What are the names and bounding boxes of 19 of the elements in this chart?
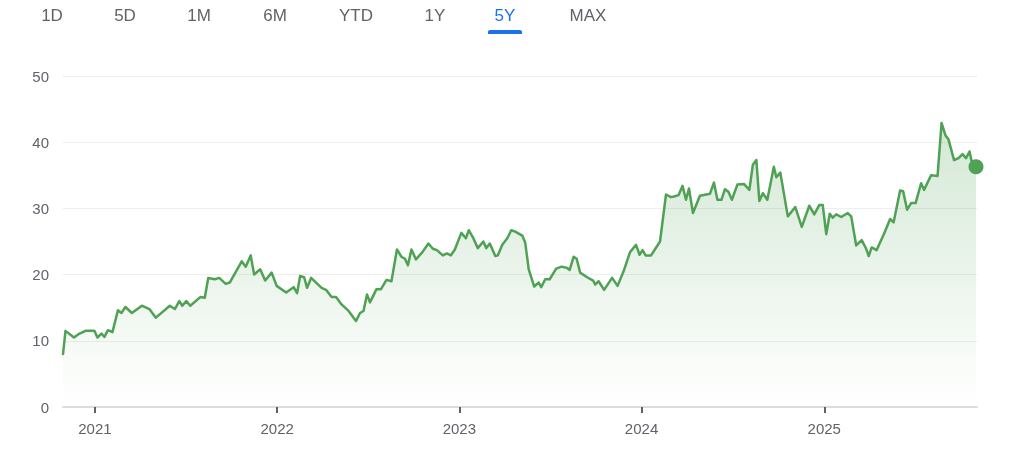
text: 1D (41, 6, 63, 26)
y-tick-label: 40 (32, 133, 49, 151)
y-tick-label: 10 (32, 332, 49, 350)
text: 1M (187, 6, 211, 26)
text: 1Y (424, 6, 446, 26)
x-tick-label: 2021 (78, 420, 112, 437)
text: 5D (114, 6, 136, 26)
text: 5Y (494, 6, 516, 26)
x-tick-label: 2022 (260, 420, 294, 437)
text: MAX (569, 6, 607, 26)
y-tick-label: 50 (32, 67, 49, 85)
x-tick-label: 2025 (807, 420, 841, 437)
text: YTD (339, 6, 373, 26)
x-tick-label: 2024 (624, 420, 659, 437)
text: 6M (263, 6, 287, 26)
y-tick-label: 0 (40, 398, 49, 416)
y-tick-label: 20 (32, 266, 49, 284)
y-tick-label: 30 (32, 199, 49, 217)
x-tick-label: 2023 (442, 420, 477, 437)
